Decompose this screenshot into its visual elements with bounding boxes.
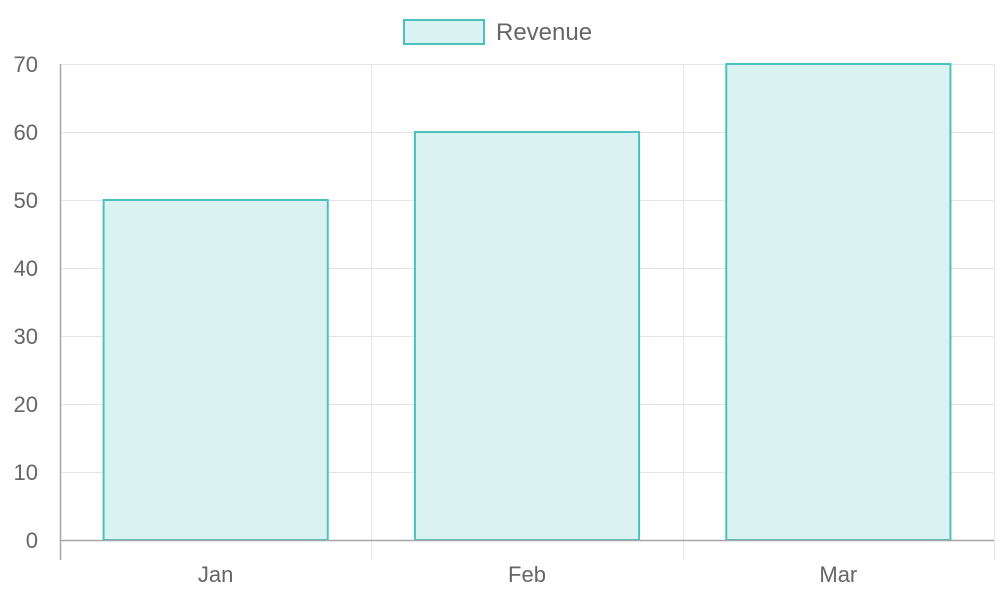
y-tick-label: 60 bbox=[14, 120, 38, 145]
legend[interactable]: Revenue bbox=[403, 19, 592, 46]
legend-swatch-revenue[interactable] bbox=[403, 19, 485, 45]
bar-jan[interactable] bbox=[102, 199, 329, 541]
y-tick-label: 20 bbox=[14, 392, 38, 417]
axes-layer bbox=[59, 64, 994, 560]
tick-labels-layer: 0 10 20 30 40 50 60 70 Jan Feb Mar bbox=[14, 52, 858, 587]
y-tick-label: 40 bbox=[14, 256, 38, 281]
legend-label-revenue[interactable]: Revenue bbox=[496, 19, 592, 46]
bars-layer bbox=[102, 63, 952, 541]
bar-feb[interactable] bbox=[413, 131, 641, 541]
y-tick-label: 0 bbox=[26, 528, 38, 553]
y-tick-label: 50 bbox=[14, 188, 38, 213]
y-tick-label: 30 bbox=[14, 324, 38, 349]
y-tick-label: 70 bbox=[14, 52, 38, 77]
y-tick-label: 10 bbox=[14, 460, 38, 485]
x-tick-label: Mar bbox=[819, 562, 857, 587]
bar-mar[interactable] bbox=[725, 63, 952, 541]
x-tick-label: Jan bbox=[198, 562, 233, 587]
x-tick-label: Feb bbox=[508, 562, 546, 587]
